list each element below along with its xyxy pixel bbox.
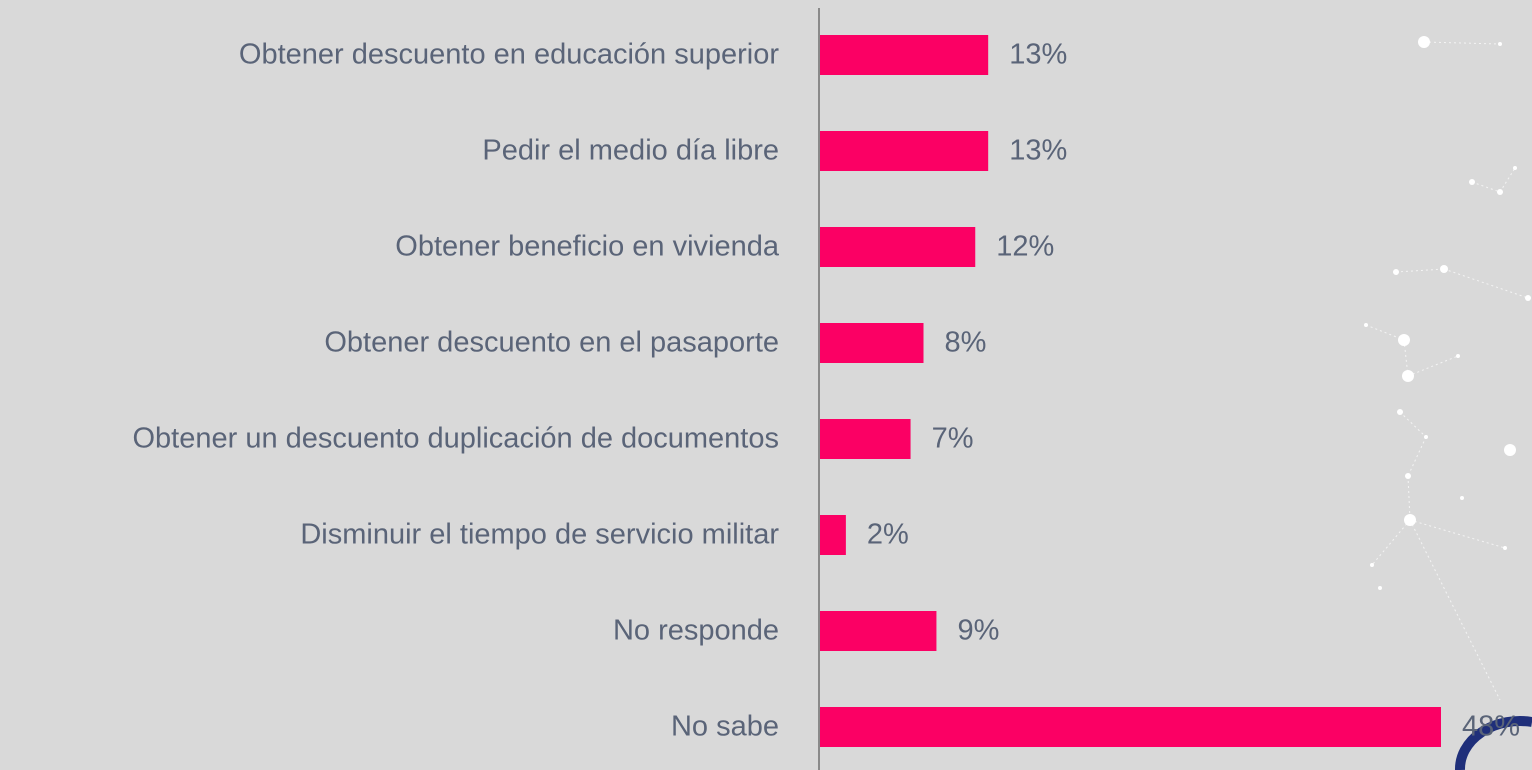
- category-label: Obtener beneficio en vivienda: [395, 231, 780, 263]
- value-label: 48%: [1462, 711, 1520, 743]
- category-label: Disminuir el tiempo de servicio militar: [300, 519, 779, 551]
- bar: [820, 419, 911, 459]
- value-label: 7%: [932, 423, 974, 455]
- bar: [820, 35, 988, 75]
- value-label: 2%: [867, 519, 909, 551]
- category-label: No responde: [613, 615, 779, 647]
- value-label: 12%: [996, 231, 1054, 263]
- category-label: Obtener descuento en educación superior: [239, 39, 779, 71]
- category-label: No sabe: [671, 711, 779, 743]
- value-label: 9%: [957, 615, 999, 647]
- value-label: 8%: [945, 327, 987, 359]
- value-label: 13%: [1009, 39, 1067, 71]
- bar: [820, 323, 924, 363]
- bar: [820, 227, 975, 267]
- bar: [820, 611, 936, 651]
- bar: [820, 131, 988, 171]
- bar: [820, 515, 846, 555]
- category-label: Obtener un descuento duplicación de docu…: [133, 423, 780, 455]
- bar: [820, 707, 1441, 747]
- value-label: 13%: [1009, 135, 1067, 167]
- chart: Obtener descuento en educación superior 1…: [0, 0, 1532, 770]
- category-label: Pedir el medio día libre: [482, 135, 779, 167]
- category-label: Obtener descuento en el pasaporte: [324, 327, 779, 359]
- decoration: [1364, 36, 1531, 700]
